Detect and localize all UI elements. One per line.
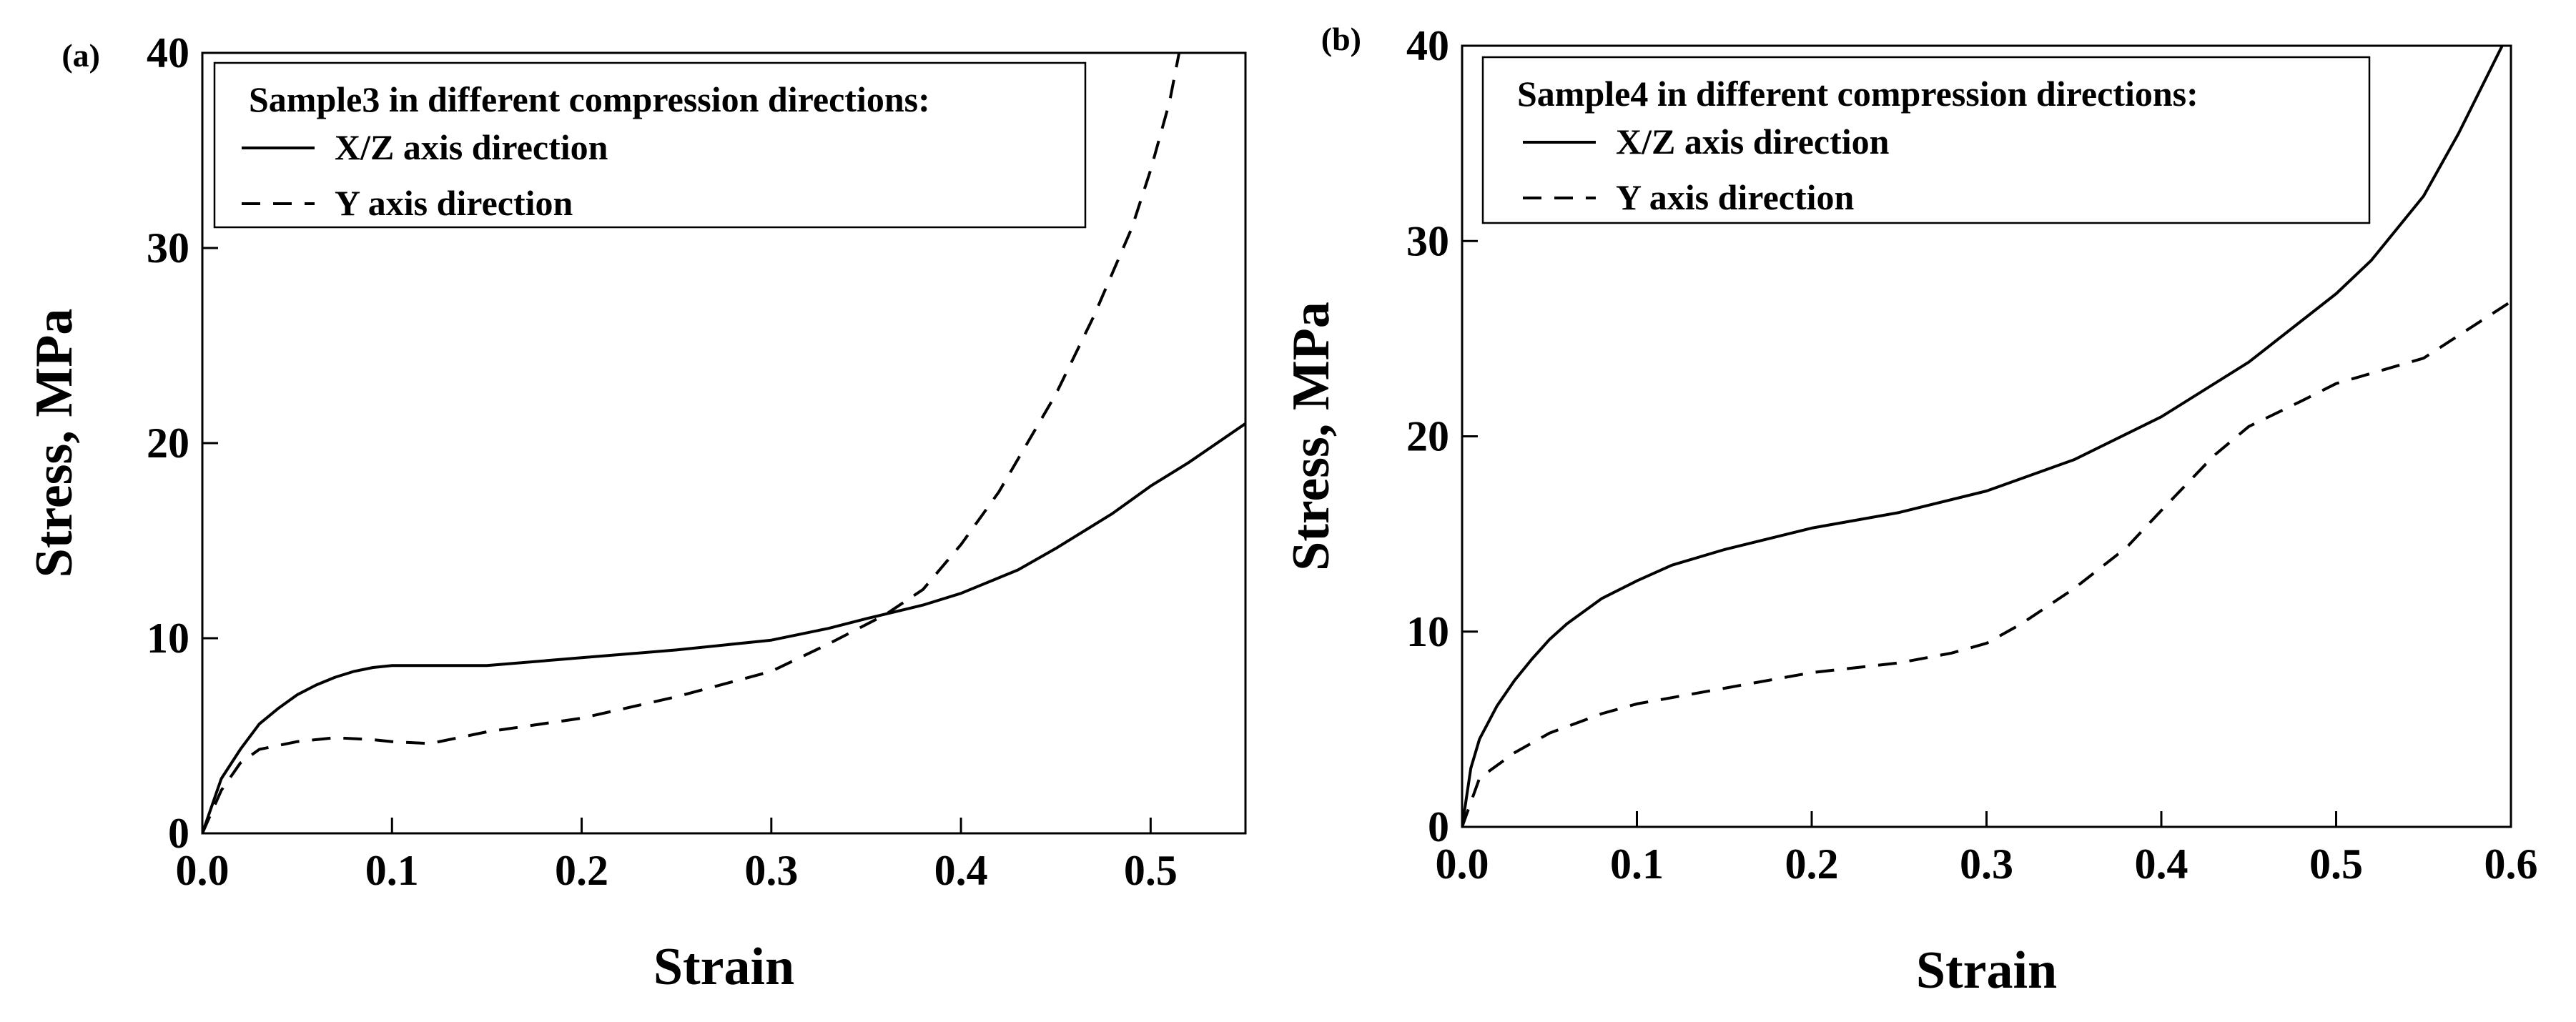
legend-entry-label: Y axis direction xyxy=(335,183,573,223)
x-tick-label: 0.6 xyxy=(2484,840,2538,888)
y-tick-label: 30 xyxy=(1406,217,1449,264)
legend-box xyxy=(213,61,1087,229)
panel-label: (b) xyxy=(1321,21,1361,57)
chart-panel-b: 0.0 0.1 0.2 0.3 0.4 0.5 0.6 0 10 20 30 40 Sample4 in… xyxy=(1282,21,2538,1000)
x-tick-label: 0.5 xyxy=(2309,840,2363,888)
x-tick-label: 0.0 xyxy=(176,847,230,894)
x-tick-label: 0.5 xyxy=(1124,847,1178,894)
legend-title: Sample3 in different compression directi… xyxy=(249,79,930,119)
series-line-xz-axis-direction xyxy=(202,422,1245,833)
y-tick-label: 20 xyxy=(1406,413,1449,460)
y-tick-label: 0 xyxy=(168,810,189,857)
y-axis-title: Stress, MPa xyxy=(1282,302,1341,571)
x-tick-label: 0.3 xyxy=(1960,840,2013,888)
legend-entry-label: Y axis direction xyxy=(1616,177,1855,217)
y-tick-label: 0 xyxy=(1428,803,1449,850)
panel-label: (a) xyxy=(61,37,100,74)
x-tick-label: 0.1 xyxy=(365,847,419,894)
y-axis-title: Stress, MPa xyxy=(25,309,84,578)
series-line-y-axis-direction xyxy=(1462,300,2511,827)
y-tick-label: 30 xyxy=(147,224,189,272)
x-tick-label: 0.0 xyxy=(1436,840,1489,888)
legend-title: Sample4 in different compression directi… xyxy=(1517,74,2199,114)
x-tick-label: 0.2 xyxy=(555,847,608,894)
series-line-xz-axis-direction xyxy=(1462,46,2504,827)
series-line-y-axis-direction xyxy=(202,53,1181,833)
x-tick-label: 0.1 xyxy=(1610,840,1664,888)
y-tick-label: 40 xyxy=(1406,22,1449,69)
y-tick-label: 10 xyxy=(1406,608,1449,655)
y-tick-label: 20 xyxy=(147,420,189,467)
x-tick-label: 0.2 xyxy=(1785,840,1839,888)
x-tick-label: 0.4 xyxy=(934,847,988,894)
chart-panel-a: 0.0 0.1 0.2 0.3 0.4 0.5 0 10 20 30 40 Sample3 in di… xyxy=(25,29,1247,996)
x-tick-label: 0.3 xyxy=(744,847,798,894)
x-tick-label: 0.4 xyxy=(2135,840,2188,888)
x-axis-title: Strain xyxy=(653,938,794,996)
legend-box xyxy=(1481,56,2371,224)
y-tick-label: 40 xyxy=(147,29,189,76)
legend-entry-label: X/Z axis direction xyxy=(1616,121,1890,162)
x-axis-title: Strain xyxy=(1916,941,2057,1000)
legend-entry-label: X/Z axis direction xyxy=(335,127,608,167)
y-tick-label: 10 xyxy=(147,615,189,662)
